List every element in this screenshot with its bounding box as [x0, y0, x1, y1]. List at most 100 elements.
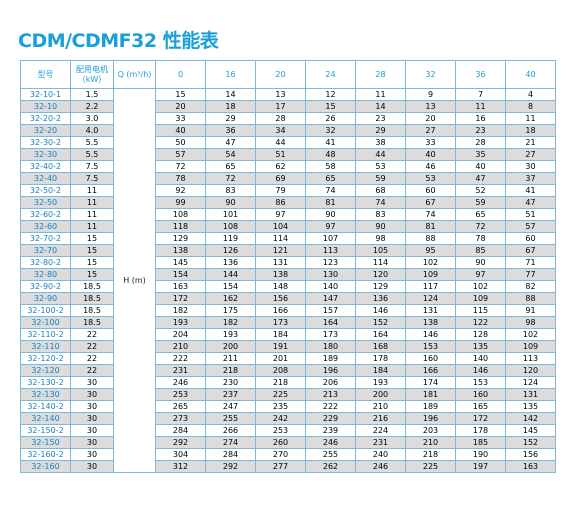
head-value: 129 — [155, 232, 206, 245]
head-value: 90 — [455, 256, 506, 269]
head-value: 173 — [305, 328, 356, 341]
head-value: 27 — [405, 124, 456, 137]
head-value: 51 — [505, 208, 556, 221]
model: 32-100-2 — [20, 304, 71, 317]
head-value: 222 — [155, 352, 206, 365]
motor-power: 4.0 — [70, 124, 114, 137]
head-value: 18 — [205, 100, 256, 113]
head-value: 14 — [205, 88, 256, 101]
head-value: 292 — [205, 460, 256, 473]
head-value: 152 — [355, 316, 406, 329]
motor-power: 22 — [70, 340, 114, 353]
head-value: 97 — [255, 208, 306, 221]
head-value: 47 — [455, 172, 506, 185]
head-value: 27 — [505, 148, 556, 161]
head-value: 193 — [355, 376, 406, 389]
model: 32-140 — [20, 412, 71, 425]
model: 32-20 — [20, 124, 71, 137]
head-value: 107 — [305, 232, 356, 245]
head-value: 30 — [505, 160, 556, 173]
model: 32-150 — [20, 436, 71, 449]
head-value: 29 — [355, 124, 406, 137]
table-row: 32-50 11 99 90 86 81 74 67 59 47 — [20, 196, 556, 209]
header-row: 型号 配用电机（kW） Q (m³/h) 0 16 20 24 28 32 36 40 — [20, 60, 556, 89]
head-value: 193 — [205, 328, 256, 341]
head-value: 114 — [255, 232, 306, 245]
head-value: 40 — [405, 148, 456, 161]
head-value: 99 — [155, 196, 206, 209]
head-value: 20 — [155, 100, 206, 113]
model: 32-70 — [20, 244, 71, 257]
table-body: 32-10-1 1.5 H (m) 15 14 13 12 11 9 7 4 32-10 2.2 20 18… — [20, 88, 556, 473]
head-value: 178 — [455, 424, 506, 437]
head-value: 131 — [255, 256, 306, 269]
model: 32-90-2 — [20, 280, 71, 293]
column-header: 32 — [405, 60, 456, 89]
head-value: 156 — [505, 448, 556, 461]
head-value: 44 — [355, 148, 406, 161]
motor-power: 30 — [70, 436, 114, 449]
head-value: 144 — [205, 268, 256, 281]
head-value: 163 — [155, 280, 206, 293]
head-value: 154 — [155, 268, 206, 281]
head-value: 160 — [455, 388, 506, 401]
head-value: 120 — [505, 364, 556, 377]
head-value: 46 — [405, 160, 456, 173]
head-value: 196 — [305, 364, 356, 377]
model: 32-160-2 — [20, 448, 71, 461]
column-header: 24 — [305, 60, 356, 89]
title: CDM/CDMF32 性能表 — [18, 30, 219, 52]
column-header: 配用电机（kW） — [70, 60, 114, 89]
head-value: 53 — [355, 160, 406, 173]
model: 32-50 — [20, 196, 71, 209]
head-value: 114 — [355, 256, 406, 269]
head-value: 140 — [455, 352, 506, 365]
motor-power: 11 — [70, 184, 114, 197]
head-value: 54 — [205, 148, 256, 161]
head-value: 4 — [505, 88, 556, 101]
model: 32-130 — [20, 388, 71, 401]
head-value: 181 — [405, 388, 456, 401]
head-value: 102 — [455, 280, 506, 293]
column-header: 28 — [355, 60, 406, 89]
head-value: 65 — [305, 172, 356, 185]
head-value: 182 — [155, 304, 206, 317]
head-value: 135 — [505, 400, 556, 413]
head-value: 115 — [455, 304, 506, 317]
table-row: 32-40 7.5 78 72 69 65 59 53 47 37 — [20, 172, 556, 185]
model: 32-10-1 — [20, 88, 71, 101]
head-value: 124 — [505, 376, 556, 389]
head-value: 98 — [355, 232, 406, 245]
head-value: 13 — [255, 88, 306, 101]
head-value: 78 — [155, 172, 206, 185]
head-value: 230 — [205, 376, 256, 389]
head-value: 109 — [505, 340, 556, 353]
motor-power: 1.5 — [70, 88, 114, 101]
head-value: 130 — [305, 268, 356, 281]
head-value: 11 — [355, 88, 406, 101]
table-row: 32-10-1 1.5 H (m) 15 14 13 12 11 9 7 4 — [20, 88, 556, 473]
head-value: 140 — [305, 280, 356, 293]
head-value: 262 — [305, 460, 356, 473]
motor-power: 11 — [70, 220, 114, 233]
head-value: 123 — [305, 256, 356, 269]
head-value: 40 — [155, 124, 206, 137]
head-value: 225 — [255, 388, 306, 401]
head-value: 304 — [155, 448, 206, 461]
head-value: 266 — [205, 424, 256, 437]
head-value: 122 — [455, 316, 506, 329]
motor-power: 30 — [70, 460, 114, 473]
head-value: 175 — [205, 304, 256, 317]
table-row: 32-160 30 312 292 277 262 246 225 197 163 — [20, 460, 556, 473]
head-value: 142 — [505, 412, 556, 425]
table-row: 32-30-2 5.5 50 47 44 41 38 33 28 21 — [20, 136, 556, 149]
model: 32-80 — [20, 268, 71, 281]
head-value: 126 — [205, 244, 256, 257]
head-value: 51 — [255, 148, 306, 161]
head-value: 157 — [305, 304, 356, 317]
head-value: 201 — [255, 352, 306, 365]
head-value: 37 — [505, 172, 556, 185]
motor-power: 5.5 — [70, 148, 114, 161]
head-value: 81 — [305, 196, 356, 209]
head-value: 11 — [505, 112, 556, 125]
